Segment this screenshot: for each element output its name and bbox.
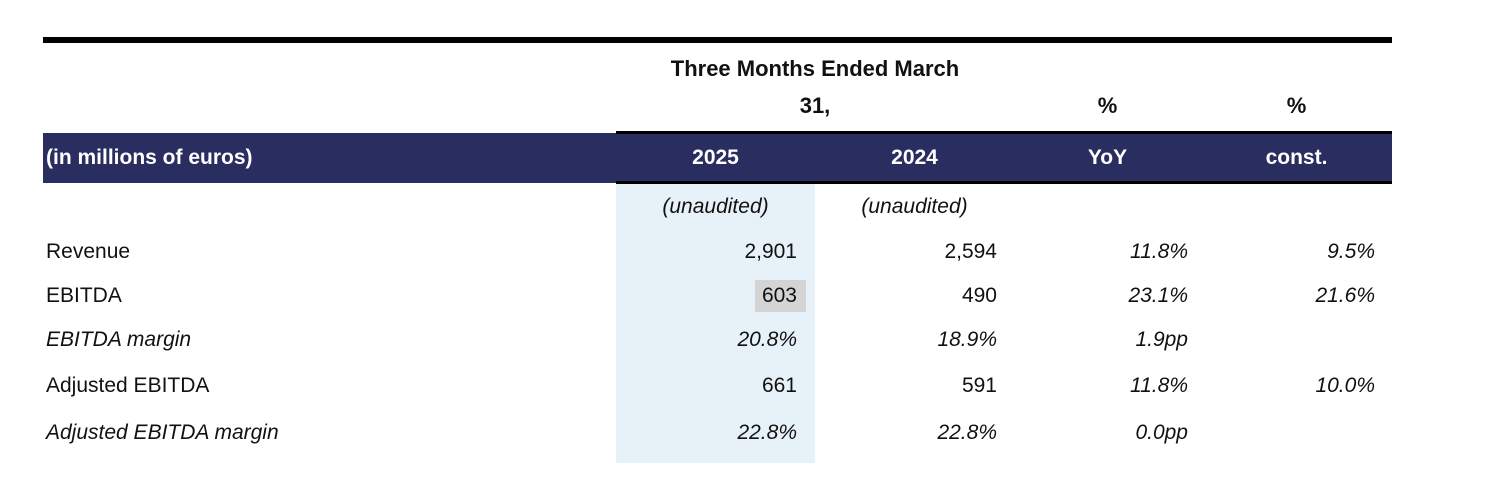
column-header-yoy: YoY — [1087, 145, 1128, 169]
spacer-cell — [616, 455, 815, 463]
percent-header-const: % — [1286, 93, 1307, 118]
cell-const: 21.6% — [1315, 283, 1375, 307]
row-label: Adjusted EBITDA margin — [46, 420, 279, 444]
spacer-cell — [1014, 455, 1201, 463]
cell-const — [1201, 410, 1392, 455]
cell-2024: 22.8% — [937, 420, 997, 444]
unaudited-note-2024: (unaudited) — [861, 195, 968, 218]
table-header-row: (in millions of euros) 2025 2024 YoY con… — [43, 131, 1392, 184]
cell-2024: 2,594 — [944, 240, 997, 263]
subheader-row: (unaudited) (unaudited) — [43, 184, 1392, 230]
column-header-2024: 2024 — [891, 145, 938, 169]
cell-2024: 490 — [961, 283, 997, 307]
subheader-spacer — [43, 184, 616, 230]
spacer-cell — [1201, 455, 1392, 463]
period-header-line2: 31, — [799, 93, 831, 118]
column-footer-spacer — [43, 455, 1392, 463]
spacer-cell — [815, 455, 1014, 463]
cell-2025: 20.8% — [616, 317, 815, 362]
cell-2025: 22.8% — [616, 410, 815, 455]
highlighted-value: 603 — [754, 279, 806, 312]
cell-yoy: 23.1% — [1128, 283, 1188, 307]
cell-2025: 2,901 — [616, 230, 815, 274]
column-header-const: const. — [1265, 145, 1328, 169]
row-label: Revenue — [46, 240, 131, 263]
table-row: EBITDA margin 20.8% 18.9% 1.9pp — [43, 317, 1392, 362]
unit-label: (in millions of euros) — [43, 133, 616, 183]
unaudited-note-2025: (unaudited) — [616, 184, 815, 230]
percent-header-yoy: % — [1097, 93, 1118, 118]
year-header-band: 2025 2024 YoY const. — [616, 131, 1392, 184]
table-row: Revenue 2,901 2,594 11.8% 9.5% — [43, 230, 1392, 274]
cell-const: 9.5% — [1327, 240, 1375, 263]
column-header-2025: 2025 — [692, 145, 739, 169]
subheader-empty-yoy — [1014, 184, 1201, 230]
cell-2025: 603 — [616, 274, 815, 317]
top-rule-divider — [43, 37, 1392, 43]
row-label: EBITDA margin — [46, 327, 192, 351]
cell-const: 10.0% — [1315, 374, 1375, 397]
period-header-line1: Three Months Ended March — [670, 56, 960, 81]
cell-2024: 18.9% — [937, 327, 997, 351]
period-header: Three Months Ended March 31, — [616, 50, 1014, 124]
cell-yoy: 11.8% — [1130, 240, 1188, 263]
row-label: Adjusted EBITDA — [46, 374, 210, 397]
table-row: Adjusted EBITDA 661 591 11.8% 10.0% — [43, 362, 1392, 410]
row-label: EBITDA — [46, 283, 122, 307]
cell-2024: 591 — [961, 374, 997, 397]
subheader-empty-const — [1201, 184, 1392, 230]
column-group-header: Three Months Ended March 31, % % — [43, 50, 1392, 124]
cell-yoy: 1.9pp — [1135, 327, 1188, 351]
cell-2025: 661 — [616, 362, 815, 410]
financial-results-table: Three Months Ended March 31, % % (in mill… — [43, 37, 1392, 463]
table-row: Adjusted EBITDA margin 22.8% 22.8% 0.0pp — [43, 410, 1392, 455]
cell-const — [1201, 317, 1392, 362]
cell-yoy: 0.0pp — [1135, 420, 1188, 444]
cell-yoy: 11.8% — [1130, 374, 1188, 397]
table-row: EBITDA 603 490 23.1% 21.6% — [43, 274, 1392, 317]
spacer-cell — [43, 455, 616, 463]
